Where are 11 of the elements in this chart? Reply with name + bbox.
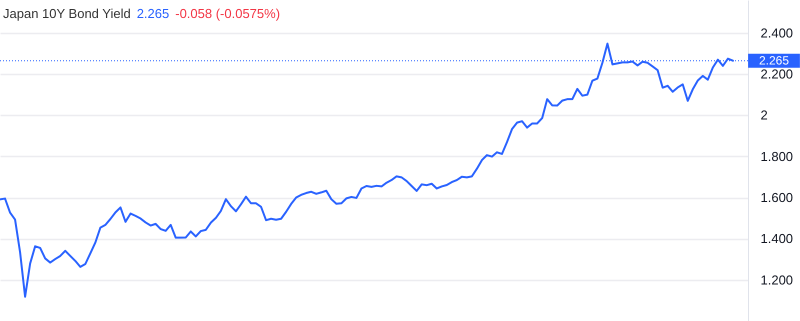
annotation: -0.058 (-0.0575%) (175, 6, 280, 21)
y-tick-label: 1.600 (760, 190, 794, 206)
y-tick-label: 2.200 (760, 66, 794, 82)
y-tick-label: 1.800 (760, 148, 794, 164)
y-tick-label: 2 (760, 108, 768, 123)
annotation: 2.265 (136, 6, 170, 21)
ref-line-label: 2.265 (758, 54, 790, 68)
y-tick-label: 1.400 (760, 231, 794, 246)
y-tick-label: 2.400 (760, 25, 794, 40)
text: Japan 10Y Bond Yield (3, 6, 131, 21)
y-tick-label: 1.200 (760, 272, 794, 288)
